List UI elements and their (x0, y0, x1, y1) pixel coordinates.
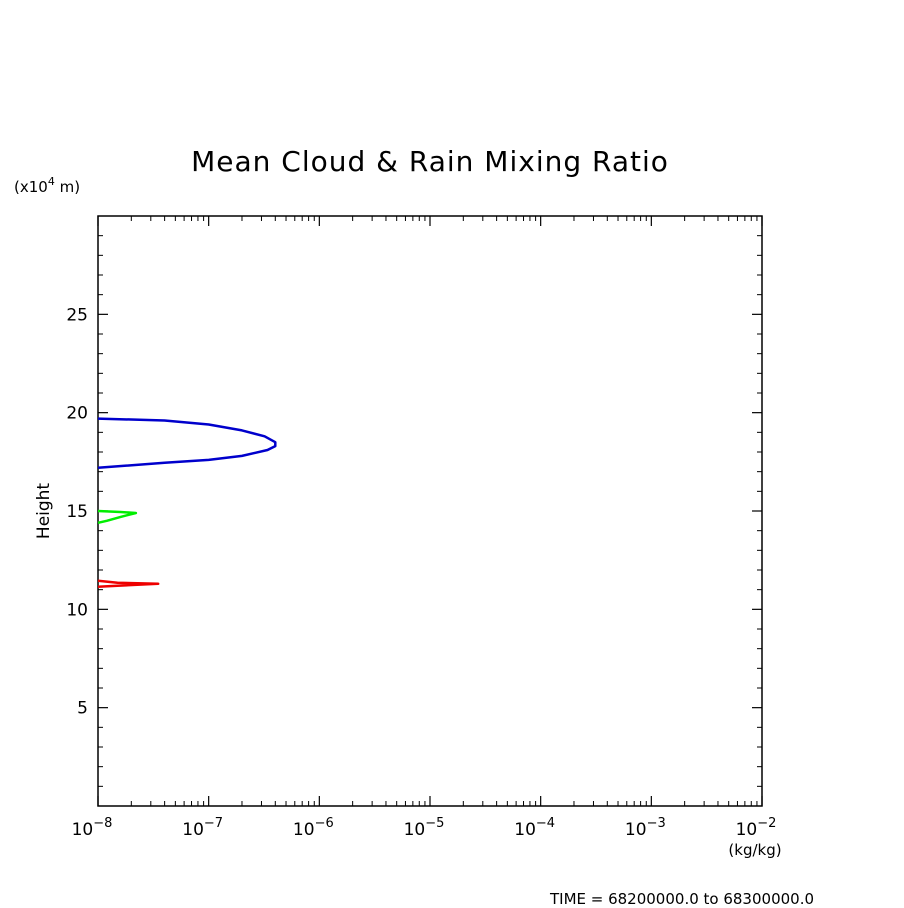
x-tick-exponent: −7 (204, 816, 223, 831)
x-tick-label: 10−5 (404, 816, 445, 840)
y-tick-label: 10 (66, 600, 88, 620)
x-tick-base: 10 (293, 820, 315, 840)
x-tick-exponent: −6 (315, 816, 334, 831)
x-tick-base: 10 (625, 820, 647, 840)
y-unit-prefix: (x10 (14, 178, 48, 196)
chart-title: Mean Cloud & Rain Mixing Ratio (191, 145, 669, 178)
series-line-2 (97, 509, 138, 525)
y-axis-label: Height (34, 483, 54, 540)
x-tick-base: 10 (736, 820, 758, 840)
x-tick-exponent: −2 (757, 816, 776, 831)
y-tick-label: 5 (77, 699, 88, 719)
x-tick-label: 10−4 (514, 816, 555, 840)
x-tick-base: 10 (182, 820, 204, 840)
y-tick-label: 25 (66, 305, 88, 325)
x-tick-label: 10−8 (72, 816, 113, 840)
x-tick-base: 10 (404, 820, 426, 840)
y-unit-exponent: 4 (48, 175, 55, 188)
x-tick-exponent: −5 (425, 816, 444, 831)
footer-time: TIME = 68200000.0 to 68300000.0 (549, 890, 814, 904)
x-tick-label: 10−6 (293, 816, 334, 840)
x-tick-exponent: −8 (93, 816, 112, 831)
x-tick-label: 10−3 (625, 816, 666, 840)
x-tick-label: 10−2 (736, 816, 777, 840)
series-line-1 (97, 417, 277, 469)
x-unit-label: (kg/kg) (728, 841, 781, 859)
x-tick-label: 10−7 (182, 816, 223, 840)
series-line-3 (97, 579, 160, 588)
x-tick-base: 10 (514, 820, 536, 840)
y-unit-suffix: m) (55, 178, 80, 196)
x-tick-exponent: −3 (647, 816, 666, 831)
y-unit-label: (x104 m) (14, 175, 80, 196)
y-tick-label: 20 (66, 404, 88, 424)
plot-frame (97, 215, 763, 807)
x-tick-exponent: −4 (536, 816, 555, 831)
x-tick-base: 10 (72, 820, 94, 840)
y-tick-label: 15 (66, 502, 88, 522)
